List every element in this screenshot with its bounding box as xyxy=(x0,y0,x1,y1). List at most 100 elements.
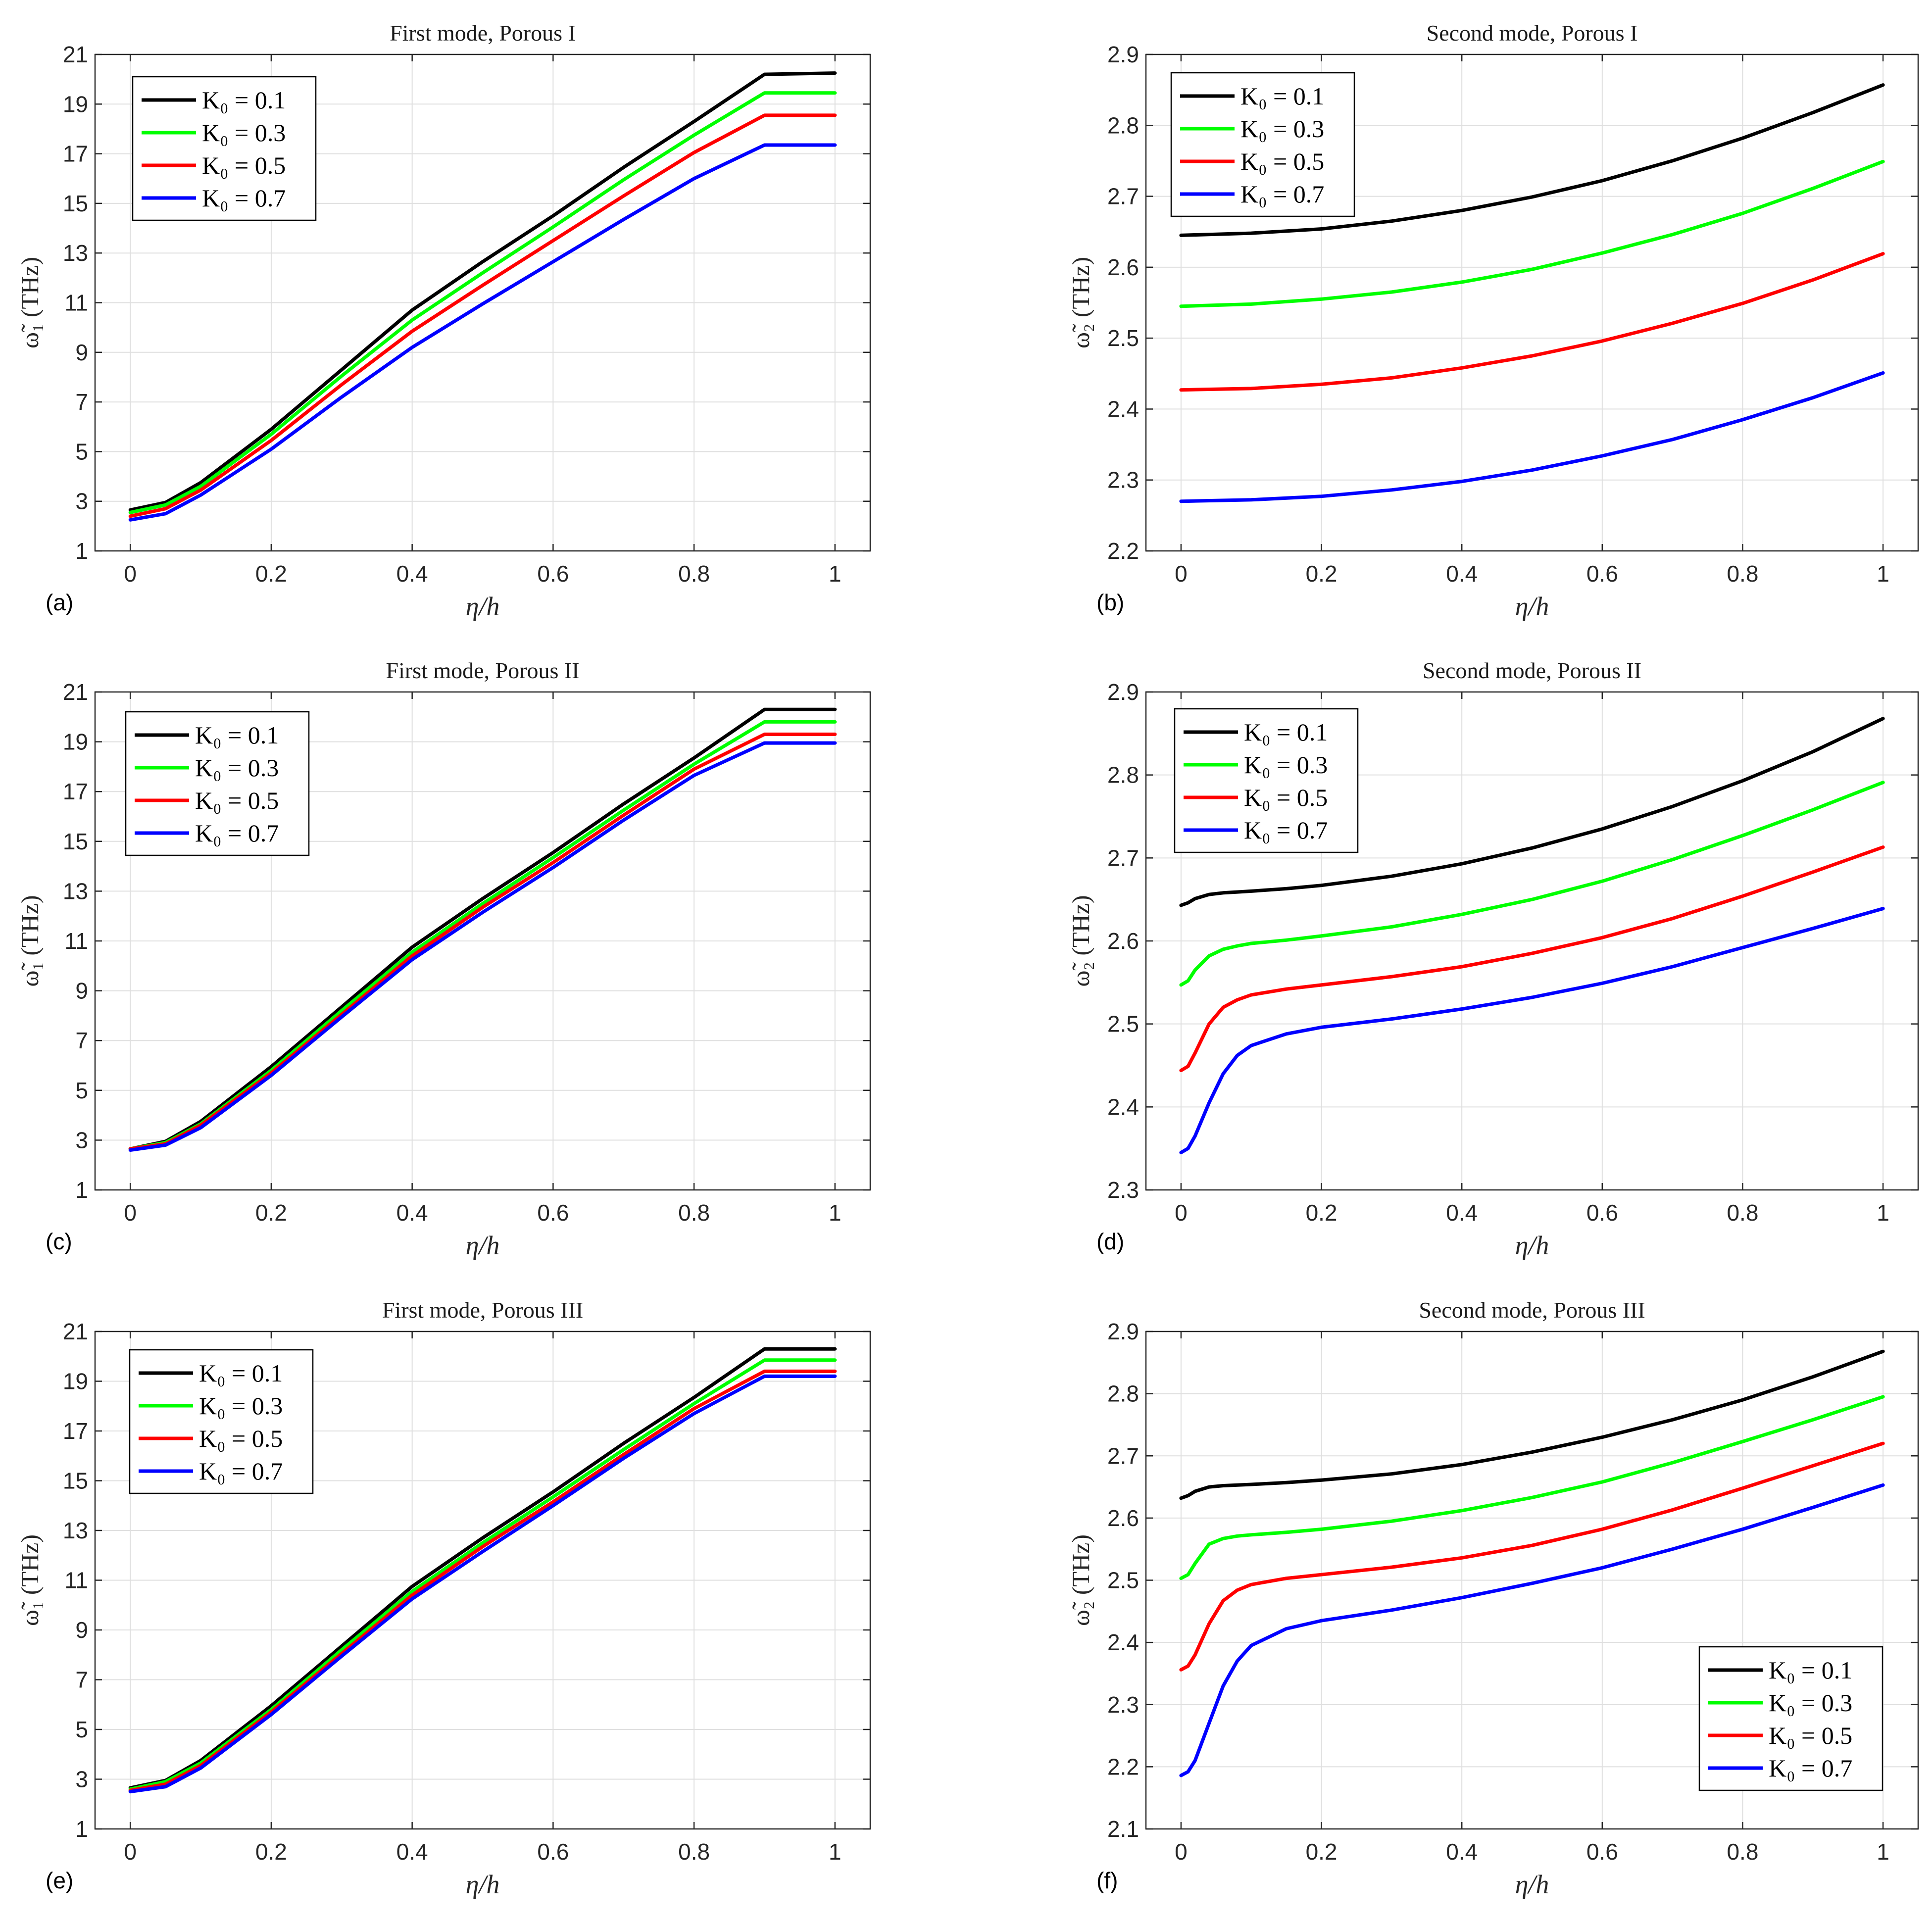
y-tick-label: 9 xyxy=(75,340,88,365)
legend-entry: K₀ = 0.1 xyxy=(202,86,286,114)
x-axis-label: η/h xyxy=(466,591,500,621)
legend: K₀ = 0.1 K₀ = 0.3 K₀ = 0.5 K₀ = 0.7 xyxy=(125,711,310,856)
series-line-black xyxy=(1179,717,1885,907)
x-tick-label: 0.8 xyxy=(1727,561,1758,587)
x-tick-label: 0.6 xyxy=(1586,1200,1618,1226)
y-tick-label: 7 xyxy=(75,389,88,415)
x-tick-label: 0.6 xyxy=(1586,1839,1618,1865)
legend-entry: K₀ = 0.5 xyxy=(1769,1722,1852,1749)
y-tick-label: 2.2 xyxy=(1107,538,1139,564)
chart-f: 0 0.2 0.4 0.6 0.8 1 2.1 2.2 2.3 2.4 2.5 2.6 2.7 2.8 2.… xyxy=(1067,1297,1919,1899)
y-tick-label: 2.9 xyxy=(1107,679,1139,705)
series-line-blue xyxy=(1179,1483,1885,1777)
legend-entry: K₀ = 0.3 xyxy=(1769,1689,1852,1717)
series-line-blue xyxy=(128,143,837,522)
y-tick-label: 2.8 xyxy=(1107,112,1139,138)
y-tick-label: 2.6 xyxy=(1107,254,1139,280)
y-tick-label: 9 xyxy=(75,978,88,1004)
panel-label: (b) xyxy=(1096,590,1124,615)
chart-title: Second mode, Porous II xyxy=(1423,658,1641,683)
x-tick-label: 0.8 xyxy=(1727,1200,1758,1226)
legend-entry: K₀ = 0.1 xyxy=(195,721,279,749)
legend: K₀ = 0.1 K₀ = 0.3 K₀ = 0.5 K₀ = 0.7 xyxy=(1698,1646,1883,1791)
x-tick-label: 0.6 xyxy=(537,1839,569,1865)
y-tick-label: 19 xyxy=(63,729,88,755)
chart-title: First mode, Porous III xyxy=(382,1297,583,1323)
y-tick-label: 2.5 xyxy=(1107,1568,1139,1593)
series-line-blue xyxy=(1179,907,1885,1154)
y-tick-label: 7 xyxy=(75,1028,88,1053)
y-tick-label: 2.2 xyxy=(1107,1754,1139,1779)
y-axis-label: ω̃₁ (THz) xyxy=(16,257,44,348)
x-tick-label: 0 xyxy=(124,561,137,587)
legend-entry: K₀ = 0.7 xyxy=(1244,816,1328,844)
series-line-red xyxy=(128,113,837,518)
y-tick-label: 2.6 xyxy=(1107,928,1139,954)
y-tick-label: 2.8 xyxy=(1107,1381,1139,1407)
y-tick-label: 21 xyxy=(63,1319,88,1344)
series-line-black xyxy=(128,1347,837,1790)
y-tick-label: 13 xyxy=(63,1518,88,1543)
series-line-red xyxy=(128,1369,837,1792)
x-tick-label: 0.8 xyxy=(678,1200,710,1226)
legend-entry: K₀ = 0.3 xyxy=(195,754,279,782)
series-line-red xyxy=(128,733,837,1151)
y-tick-label: 2.9 xyxy=(1107,1319,1139,1344)
panel-label: (d) xyxy=(1096,1229,1124,1254)
y-tick-label: 17 xyxy=(63,141,88,167)
y-tick-label: 3 xyxy=(75,1127,88,1153)
x-tick-label: 0.2 xyxy=(1306,1200,1338,1226)
legend-entry: K₀ = 0.3 xyxy=(199,1392,283,1420)
legend: K₀ = 0.1 K₀ = 0.3 K₀ = 0.5 K₀ = 0.7 xyxy=(1174,708,1359,853)
axes-frame xyxy=(1145,53,1919,552)
y-tick-label: 21 xyxy=(63,42,88,67)
x-tick-label: 0 xyxy=(124,1839,137,1865)
x-tick-label: 0.8 xyxy=(678,1839,710,1865)
x-tick-label: 0 xyxy=(124,1200,137,1226)
y-tick-label: 2.7 xyxy=(1107,184,1139,209)
legend-entry: K₀ = 0.5 xyxy=(199,1425,283,1452)
legend-entry: K₀ = 0.7 xyxy=(1769,1754,1852,1782)
series-line-green xyxy=(128,91,837,514)
y-tick-label: 2.4 xyxy=(1107,1094,1139,1120)
legend-entry: K₀ = 0.3 xyxy=(1240,115,1324,143)
x-tick-label: 0.2 xyxy=(255,561,287,587)
x-tick-label: 1 xyxy=(829,561,842,587)
x-axis-label: η/h xyxy=(466,1870,500,1899)
x-tick-label: 0.2 xyxy=(255,1839,287,1865)
chart-d: 0 0.2 0.4 0.6 0.8 1 2.3 2.4 2.5 2.6 2.7 2.8 2.9 Secon… xyxy=(1067,658,1919,1260)
x-tick-label: 0.4 xyxy=(396,561,428,587)
y-tick-label: 2.3 xyxy=(1107,1692,1139,1718)
x-axis-label: η/h xyxy=(1515,591,1549,621)
y-tick-label: 2.5 xyxy=(1107,325,1139,351)
legend-entry: K₀ = 0.5 xyxy=(202,151,286,179)
y-tick-label: 17 xyxy=(63,1418,88,1444)
y-tick-label: 11 xyxy=(64,928,88,954)
y-tick-label: 19 xyxy=(63,1369,88,1394)
y-tick-label: 3 xyxy=(75,1767,88,1792)
x-tick-label: 0 xyxy=(1175,561,1188,587)
y-axis-label: ω̃₂ (THz) xyxy=(1067,895,1094,987)
series-line-black xyxy=(128,707,837,1151)
x-tick-label: 0.4 xyxy=(396,1200,428,1226)
series-line-green xyxy=(1179,781,1885,987)
series-line-black xyxy=(128,71,837,512)
y-tick-label: 7 xyxy=(75,1667,88,1693)
chart-title: Second mode, Porous I xyxy=(1427,20,1638,46)
y-tick-label: 2.4 xyxy=(1107,1629,1139,1655)
panel-label: (c) xyxy=(46,1229,72,1254)
y-tick-label: 1 xyxy=(75,1177,88,1203)
y-tick-label: 1 xyxy=(75,1816,88,1842)
y-tick-label: 5 xyxy=(75,1078,88,1103)
y-tick-label: 2.8 xyxy=(1107,762,1139,788)
y-tick-label: 11 xyxy=(64,290,88,316)
x-tick-label: 0.6 xyxy=(537,1200,569,1226)
legend-entry: K₀ = 0.3 xyxy=(1244,751,1328,779)
y-tick-label: 9 xyxy=(75,1617,88,1643)
y-tick-label: 13 xyxy=(63,240,88,266)
x-tick-label: 0.4 xyxy=(1446,561,1478,587)
y-tick-label: 2.7 xyxy=(1107,1443,1139,1469)
y-tick-label: 2.3 xyxy=(1107,1177,1139,1203)
